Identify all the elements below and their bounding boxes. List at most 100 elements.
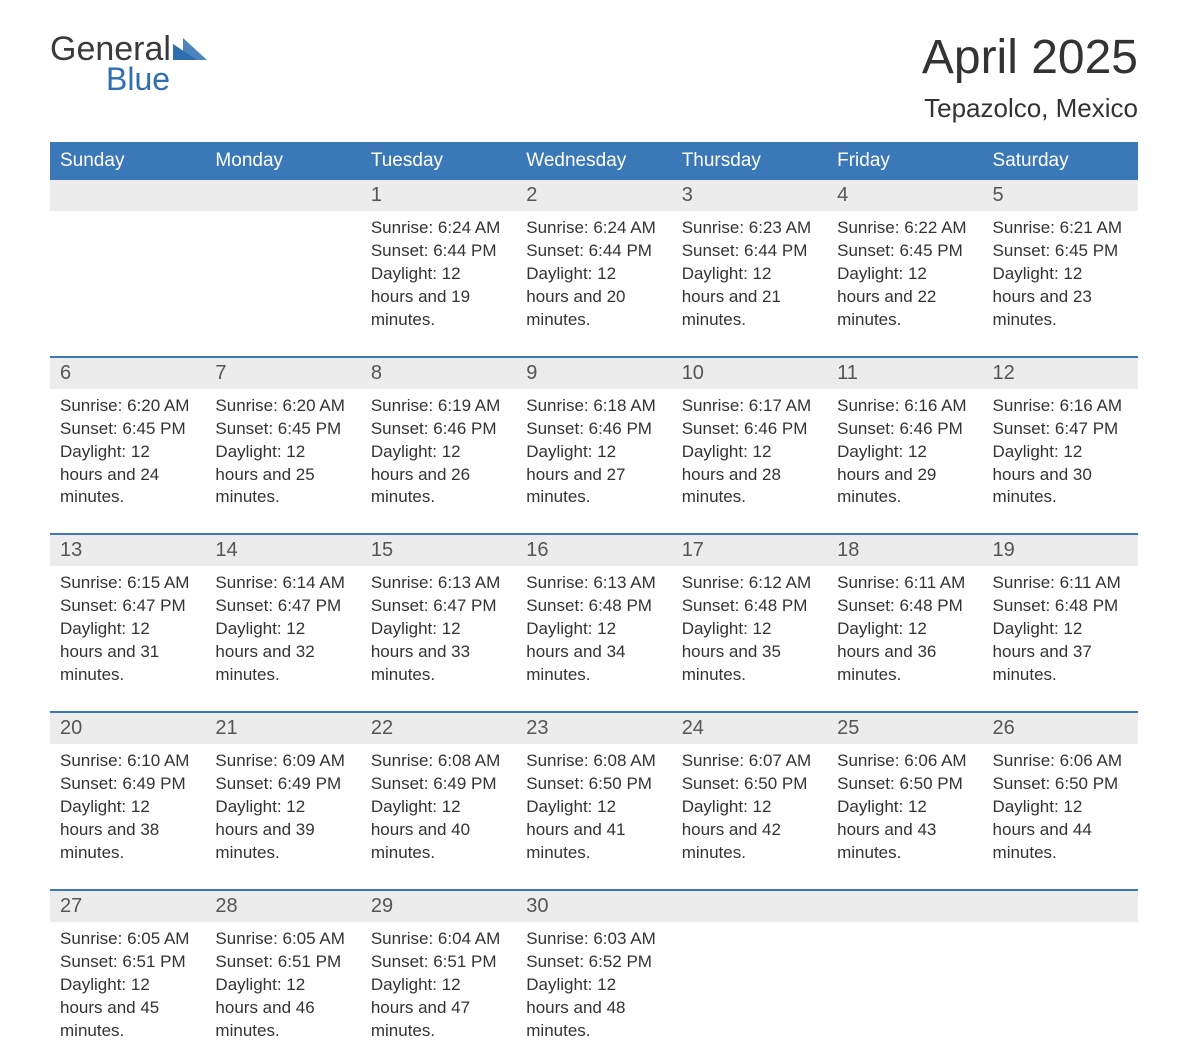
sunrise-text: Sunrise: 6:14 AM: [215, 572, 350, 595]
month-title: April 2025: [922, 30, 1138, 85]
sunset-text: Sunset: 6:51 PM: [371, 951, 506, 974]
day-number: 20: [50, 713, 205, 744]
sunset-text: Sunset: 6:50 PM: [526, 773, 661, 796]
sunset-text: Sunset: 6:47 PM: [60, 595, 195, 618]
sunset-text: Sunset: 6:52 PM: [526, 951, 661, 974]
day-body: Sunrise: 6:23 AMSunset: 6:44 PMDaylight:…: [672, 211, 827, 342]
daybody-row: Sunrise: 6:20 AMSunset: 6:45 PMDaylight:…: [50, 389, 1138, 520]
day-number: 25: [827, 713, 982, 744]
day-number: 12: [983, 358, 1138, 389]
sunset-text: Sunset: 6:49 PM: [60, 773, 195, 796]
location: Tepazolco, Mexico: [922, 93, 1138, 124]
daylight-text: Daylight: 12 hours and 30 minutes.: [993, 441, 1128, 510]
day-number: 7: [205, 358, 360, 389]
week: 20212223242526Sunrise: 6:10 AMSunset: 6:…: [50, 711, 1138, 875]
daylight-text: Daylight: 12 hours and 38 minutes.: [60, 796, 195, 865]
sunset-text: Sunset: 6:44 PM: [682, 240, 817, 263]
daylight-text: Daylight: 12 hours and 29 minutes.: [837, 441, 972, 510]
day-body: Sunrise: 6:06 AMSunset: 6:50 PMDaylight:…: [827, 744, 982, 875]
day-number: 9: [516, 358, 671, 389]
day-number: 26: [983, 713, 1138, 744]
title-block: April 2025 Tepazolco, Mexico: [922, 30, 1138, 124]
sunrise-text: Sunrise: 6:24 AM: [371, 217, 506, 240]
day-body: [205, 211, 360, 342]
dayname-fri: Friday: [827, 142, 982, 180]
day-number: [205, 180, 360, 211]
sunset-text: Sunset: 6:50 PM: [682, 773, 817, 796]
day-number: 13: [50, 535, 205, 566]
week: 6789101112Sunrise: 6:20 AMSunset: 6:45 P…: [50, 356, 1138, 520]
day-number: 28: [205, 891, 360, 922]
sunrise-text: Sunrise: 6:15 AM: [60, 572, 195, 595]
sunrise-text: Sunrise: 6:04 AM: [371, 928, 506, 951]
sunrise-text: Sunrise: 6:09 AM: [215, 750, 350, 773]
day-number: 10: [672, 358, 827, 389]
sunrise-text: Sunrise: 6:03 AM: [526, 928, 661, 951]
sunrise-text: Sunrise: 6:19 AM: [371, 395, 506, 418]
day-body: Sunrise: 6:19 AMSunset: 6:46 PMDaylight:…: [361, 389, 516, 520]
day-body: Sunrise: 6:15 AMSunset: 6:47 PMDaylight:…: [50, 566, 205, 697]
sunset-text: Sunset: 6:49 PM: [371, 773, 506, 796]
day-number: 6: [50, 358, 205, 389]
day-body: Sunrise: 6:03 AMSunset: 6:52 PMDaylight:…: [516, 922, 671, 1052]
daynum-row: 13141516171819: [50, 535, 1138, 566]
dayname-sat: Saturday: [983, 142, 1138, 180]
sunrise-text: Sunrise: 6:16 AM: [993, 395, 1128, 418]
header: General Blue April 2025 Tepazolco, Mexic…: [50, 30, 1138, 124]
daynum-row: 6789101112: [50, 358, 1138, 389]
dayname-thu: Thursday: [672, 142, 827, 180]
sunset-text: Sunset: 6:48 PM: [837, 595, 972, 618]
daylight-text: Daylight: 12 hours and 34 minutes.: [526, 618, 661, 687]
daylight-text: Daylight: 12 hours and 19 minutes.: [371, 263, 506, 332]
sunrise-text: Sunrise: 6:10 AM: [60, 750, 195, 773]
day-number: [50, 180, 205, 211]
daylight-text: Daylight: 12 hours and 35 minutes.: [682, 618, 817, 687]
sunrise-text: Sunrise: 6:05 AM: [215, 928, 350, 951]
day-body: Sunrise: 6:24 AMSunset: 6:44 PMDaylight:…: [516, 211, 671, 342]
calendar: Sunday Monday Tuesday Wednesday Thursday…: [50, 142, 1138, 1052]
sunrise-text: Sunrise: 6:07 AM: [682, 750, 817, 773]
sunset-text: Sunset: 6:47 PM: [215, 595, 350, 618]
sunrise-text: Sunrise: 6:06 AM: [993, 750, 1128, 773]
sunset-text: Sunset: 6:44 PM: [371, 240, 506, 263]
day-number: 4: [827, 180, 982, 211]
day-body: [50, 211, 205, 342]
day-number: 17: [672, 535, 827, 566]
sunset-text: Sunset: 6:50 PM: [993, 773, 1128, 796]
sunrise-text: Sunrise: 6:24 AM: [526, 217, 661, 240]
sunrise-text: Sunrise: 6:18 AM: [526, 395, 661, 418]
daybody-row: Sunrise: 6:15 AMSunset: 6:47 PMDaylight:…: [50, 566, 1138, 697]
day-number: 1: [361, 180, 516, 211]
sunrise-text: Sunrise: 6:13 AM: [371, 572, 506, 595]
sunrise-text: Sunrise: 6:12 AM: [682, 572, 817, 595]
daynum-row: 27282930: [50, 891, 1138, 922]
daybody-row: Sunrise: 6:10 AMSunset: 6:49 PMDaylight:…: [50, 744, 1138, 875]
day-body: Sunrise: 6:18 AMSunset: 6:46 PMDaylight:…: [516, 389, 671, 520]
sunset-text: Sunset: 6:48 PM: [993, 595, 1128, 618]
sunset-text: Sunset: 6:45 PM: [837, 240, 972, 263]
daylight-text: Daylight: 12 hours and 44 minutes.: [993, 796, 1128, 865]
sunrise-text: Sunrise: 6:11 AM: [993, 572, 1128, 595]
day-body: Sunrise: 6:20 AMSunset: 6:45 PMDaylight:…: [205, 389, 360, 520]
daylight-text: Daylight: 12 hours and 28 minutes.: [682, 441, 817, 510]
day-number: 30: [516, 891, 671, 922]
sunrise-text: Sunrise: 6:20 AM: [60, 395, 195, 418]
daylight-text: Daylight: 12 hours and 47 minutes.: [371, 974, 506, 1043]
sunset-text: Sunset: 6:44 PM: [526, 240, 661, 263]
day-number: 24: [672, 713, 827, 744]
sunset-text: Sunset: 6:47 PM: [371, 595, 506, 618]
day-number: 19: [983, 535, 1138, 566]
day-body: [672, 922, 827, 1052]
dayname-sun: Sunday: [50, 142, 205, 180]
weeks: 12345 Sunrise: 6:24 AMSunset: 6:44 PMDay…: [50, 180, 1138, 1052]
sunset-text: Sunset: 6:51 PM: [60, 951, 195, 974]
sunset-text: Sunset: 6:50 PM: [837, 773, 972, 796]
logo: General Blue: [50, 30, 207, 98]
daylight-text: Daylight: 12 hours and 23 minutes.: [993, 263, 1128, 332]
day-body: Sunrise: 6:16 AMSunset: 6:46 PMDaylight:…: [827, 389, 982, 520]
sunrise-text: Sunrise: 6:16 AM: [837, 395, 972, 418]
day-number: 14: [205, 535, 360, 566]
day-number: 16: [516, 535, 671, 566]
sunrise-text: Sunrise: 6:23 AM: [682, 217, 817, 240]
day-header-row: Sunday Monday Tuesday Wednesday Thursday…: [50, 142, 1138, 180]
